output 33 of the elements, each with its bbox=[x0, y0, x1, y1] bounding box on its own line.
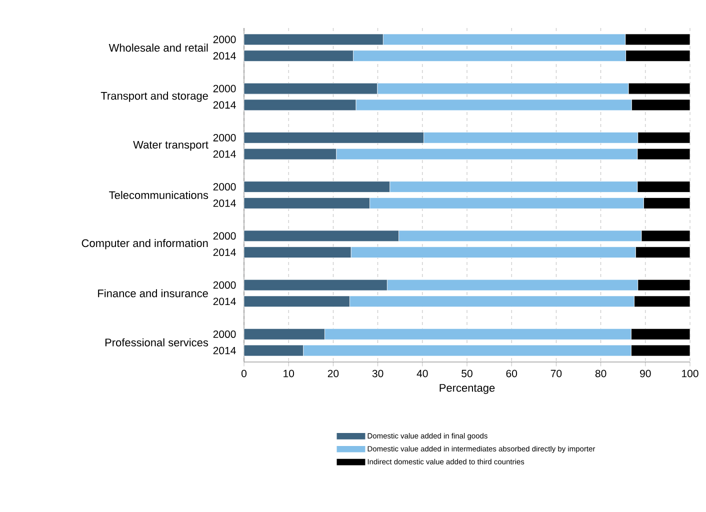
y-tick-label: 2000 bbox=[213, 232, 236, 240]
y-tick-label: 2000 bbox=[213, 330, 236, 338]
text: Water transport bbox=[133, 140, 208, 151]
y-tick-label: 2000 bbox=[213, 281, 236, 289]
x-tick-label: 100 bbox=[682, 370, 698, 378]
text: Wholesale and retail bbox=[108, 44, 208, 52]
y-tick-label: 2014 bbox=[213, 346, 236, 354]
x-tick-label: 60 bbox=[506, 370, 518, 378]
y-tick-label: 2000 bbox=[213, 84, 236, 92]
x-tick-label: 10 bbox=[284, 370, 294, 378]
y-tick-label: 2000 bbox=[213, 134, 236, 142]
y-tick-label: 2014 bbox=[213, 52, 236, 60]
text: Computer and information bbox=[82, 239, 208, 250]
x-tick-label: 40 bbox=[416, 370, 428, 378]
y-tick-label: 2000 bbox=[213, 36, 236, 44]
text: Telecommunications bbox=[109, 190, 208, 200]
y-tick-label: 2014 bbox=[213, 248, 236, 256]
x-tick-label: 70 bbox=[550, 370, 562, 378]
y-tick-label: 2014 bbox=[213, 150, 236, 158]
text: Finance and insurance bbox=[98, 289, 208, 298]
text: Professional services bbox=[105, 338, 208, 346]
x-tick-label: 90 bbox=[640, 370, 651, 378]
x-tick-label: 30 bbox=[372, 370, 384, 378]
y-tick-label: 2000 bbox=[213, 183, 236, 191]
y-tick-label: 2014 bbox=[213, 298, 236, 306]
x-tick-label: 80 bbox=[595, 370, 606, 378]
y-tick-label: 2014 bbox=[213, 199, 236, 207]
x-axis-title: Percentage bbox=[440, 384, 495, 394]
y-tick-label: 2014 bbox=[213, 101, 236, 109]
x-tick-label: 20 bbox=[328, 370, 339, 378]
x-tick-label: 50 bbox=[462, 370, 472, 378]
x-tick-label: 0 bbox=[241, 370, 247, 378]
text: Transport and storage bbox=[100, 92, 208, 102]
